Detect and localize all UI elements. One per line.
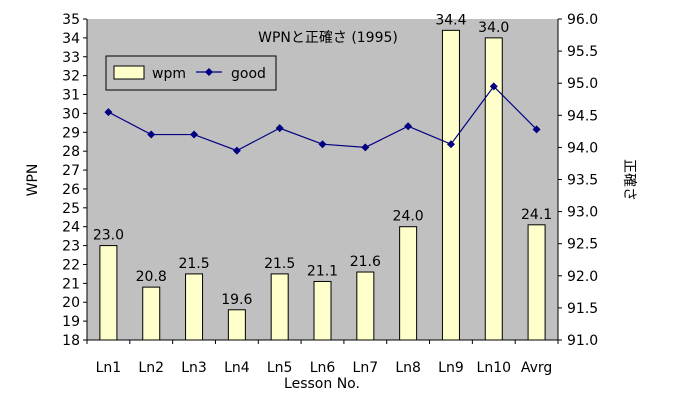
y-tick-label: 33 bbox=[62, 50, 80, 66]
x-tick-label-Ln5: Ln5 bbox=[267, 360, 293, 376]
good-point-Avrg bbox=[532, 125, 541, 134]
x-axis-label: Lesson No. bbox=[284, 376, 360, 392]
bar-Ln6 bbox=[313, 280, 332, 341]
axes-layer: 18 19 20 21 22 23 24 25 26 27 28 29 30 31 32 33 34 35 91.0… bbox=[62, 12, 598, 376]
y2-tick-label: 92.5 bbox=[567, 237, 598, 253]
good-point-Ln9 bbox=[446, 140, 455, 149]
line-layer bbox=[104, 82, 541, 155]
x-tick-label-Avrg: Avrg bbox=[521, 360, 552, 376]
x-tick-label-Ln10: Ln10 bbox=[477, 360, 512, 376]
chart-title: WPNと正確さ (1995) bbox=[258, 30, 398, 46]
bar-Ln8 bbox=[399, 226, 418, 341]
y2-tick-label: 95.0 bbox=[567, 76, 598, 92]
data-label-Ln1: 23.0 bbox=[93, 228, 124, 244]
y-tick-label: 18 bbox=[62, 333, 80, 349]
data-label-Ln6: 21.1 bbox=[307, 263, 338, 279]
y2-tick-label: 93.5 bbox=[567, 173, 598, 189]
y2-tick-label: 93.0 bbox=[567, 205, 598, 221]
y-tick-label: 28 bbox=[62, 144, 80, 160]
legend-label-good: good bbox=[231, 66, 266, 82]
bar-Ln7 bbox=[356, 271, 375, 341]
x-tick-label-Ln4: Ln4 bbox=[224, 360, 250, 376]
y-tick-label: 32 bbox=[62, 69, 80, 85]
good-point-Ln5 bbox=[275, 124, 284, 133]
y-tick-label: 26 bbox=[62, 182, 80, 198]
bar-Avrg bbox=[527, 224, 546, 341]
x-tick-label-Ln8: Ln8 bbox=[395, 360, 421, 376]
y2-tick-label: 92.0 bbox=[567, 269, 598, 285]
y2-tick-label: 96.0 bbox=[567, 12, 598, 28]
data-label-Ln3: 21.5 bbox=[178, 256, 209, 272]
good-point-Ln10 bbox=[489, 82, 498, 91]
x-tick-label-Ln2: Ln2 bbox=[138, 360, 164, 376]
y2-tick-label: 91.0 bbox=[567, 333, 598, 349]
y-axis-label: WPN bbox=[25, 164, 41, 197]
data-label-Ln4: 19.6 bbox=[221, 292, 252, 308]
legend-swatch-wpm bbox=[113, 65, 145, 80]
y-tick-label: 29 bbox=[62, 125, 80, 141]
y-tick-label: 21 bbox=[62, 276, 80, 292]
y-tick-label: 27 bbox=[62, 163, 80, 179]
data-label-Ln10: 34.0 bbox=[478, 20, 509, 36]
y-tick-label: 31 bbox=[62, 88, 80, 104]
y2-tick-label: 95.5 bbox=[567, 44, 598, 60]
data-label-Ln2: 20.8 bbox=[136, 269, 167, 285]
bar-Ln5 bbox=[270, 273, 289, 341]
legend-marker-good bbox=[205, 68, 213, 76]
y-tick-label: 24 bbox=[62, 220, 80, 236]
good-point-Ln1 bbox=[104, 108, 113, 117]
bar-Ln2 bbox=[142, 286, 161, 341]
data-label-Ln8: 24.0 bbox=[393, 209, 424, 225]
y2-tick-label: 91.5 bbox=[567, 301, 598, 317]
y-tick-label: 20 bbox=[62, 295, 80, 311]
x-tick-label-Ln9: Ln9 bbox=[438, 360, 464, 376]
good-point-Ln7 bbox=[361, 143, 370, 152]
x-tick-label-Ln7: Ln7 bbox=[353, 360, 379, 376]
y-tick-label: 23 bbox=[62, 239, 80, 255]
bars-layer: 23.0 20.8 21.5 19.6 21.5 21.1 21.6 24.0 34.4 34.0… bbox=[93, 12, 552, 341]
good-point-Ln2 bbox=[147, 130, 156, 139]
bar-Ln9 bbox=[441, 29, 460, 341]
y2-axis-label: 正確さ bbox=[621, 159, 637, 201]
data-label-Ln5: 21.5 bbox=[264, 256, 295, 272]
x-tick-label-Ln6: Ln6 bbox=[310, 360, 336, 376]
data-label-Avrg: 24.1 bbox=[521, 207, 552, 223]
x-tick-label-Ln1: Ln1 bbox=[96, 360, 122, 376]
good-point-Ln4 bbox=[232, 146, 241, 155]
x-tick-label-Ln3: Ln3 bbox=[181, 360, 207, 376]
good-point-Ln8 bbox=[404, 122, 413, 131]
y2-tick-label: 94.5 bbox=[567, 108, 598, 124]
y-tick-label: 34 bbox=[62, 31, 80, 47]
y-tick-label: 25 bbox=[62, 201, 80, 217]
legend-label-wpm: wpm bbox=[152, 66, 186, 82]
good-point-Ln3 bbox=[190, 130, 199, 139]
y-tick-label: 30 bbox=[62, 106, 80, 122]
y-tick-label: 22 bbox=[62, 257, 80, 273]
bar-Ln3 bbox=[185, 273, 204, 341]
legend: wpm good bbox=[105, 55, 277, 91]
data-label-Ln7: 21.6 bbox=[350, 254, 381, 270]
bar-Ln4 bbox=[227, 309, 246, 341]
y-tick-label: 35 bbox=[62, 12, 80, 28]
bar-Ln1 bbox=[99, 245, 118, 341]
data-label-Ln9: 34.4 bbox=[435, 12, 466, 28]
y-tick-label: 19 bbox=[62, 314, 80, 330]
y2-tick-label: 94.0 bbox=[567, 140, 598, 156]
good-point-Ln6 bbox=[318, 140, 327, 149]
